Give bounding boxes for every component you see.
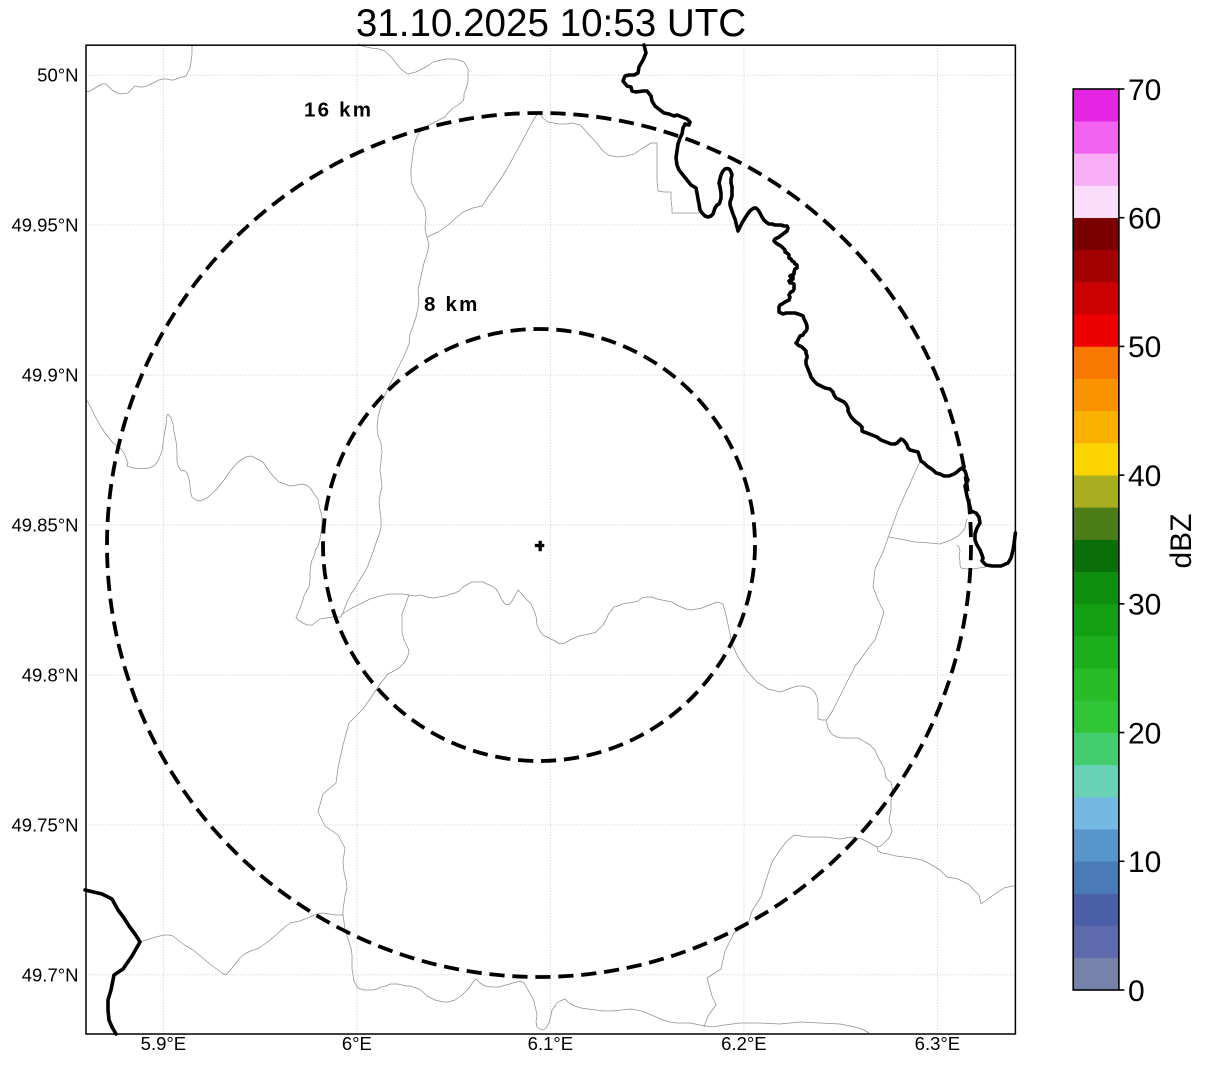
- svg-text:dBZ: dBZ: [1165, 513, 1198, 568]
- svg-text:50: 50: [1128, 331, 1161, 364]
- svg-text:6.3°E: 6.3°E: [915, 1033, 960, 1054]
- svg-text:10: 10: [1128, 846, 1161, 879]
- svg-text:49.75°N: 49.75°N: [11, 815, 78, 836]
- svg-text:49.85°N: 49.85°N: [11, 515, 78, 536]
- svg-text:31.10.2025 10:53 UTC: 31.10.2025 10:53 UTC: [356, 2, 746, 45]
- svg-text:50°N: 50°N: [37, 65, 78, 86]
- svg-text:0: 0: [1128, 975, 1145, 1008]
- svg-text:8 km: 8 km: [424, 293, 480, 316]
- svg-text:6°E: 6°E: [342, 1033, 372, 1054]
- svg-text:6.1°E: 6.1°E: [528, 1033, 573, 1054]
- svg-text:16 km: 16 km: [304, 99, 373, 122]
- svg-text:20: 20: [1128, 717, 1161, 750]
- svg-text:49.8°N: 49.8°N: [22, 665, 79, 686]
- svg-text:60: 60: [1128, 203, 1161, 236]
- svg-text:5.9°E: 5.9°E: [141, 1033, 186, 1054]
- svg-text:49.95°N: 49.95°N: [11, 215, 78, 236]
- svg-text:70: 70: [1128, 74, 1161, 107]
- svg-text:49.9°N: 49.9°N: [22, 365, 79, 386]
- svg-text:49.7°N: 49.7°N: [22, 964, 79, 985]
- svg-text:30: 30: [1128, 589, 1161, 622]
- svg-text:40: 40: [1128, 460, 1161, 493]
- svg-text:6.2°E: 6.2°E: [721, 1033, 766, 1054]
